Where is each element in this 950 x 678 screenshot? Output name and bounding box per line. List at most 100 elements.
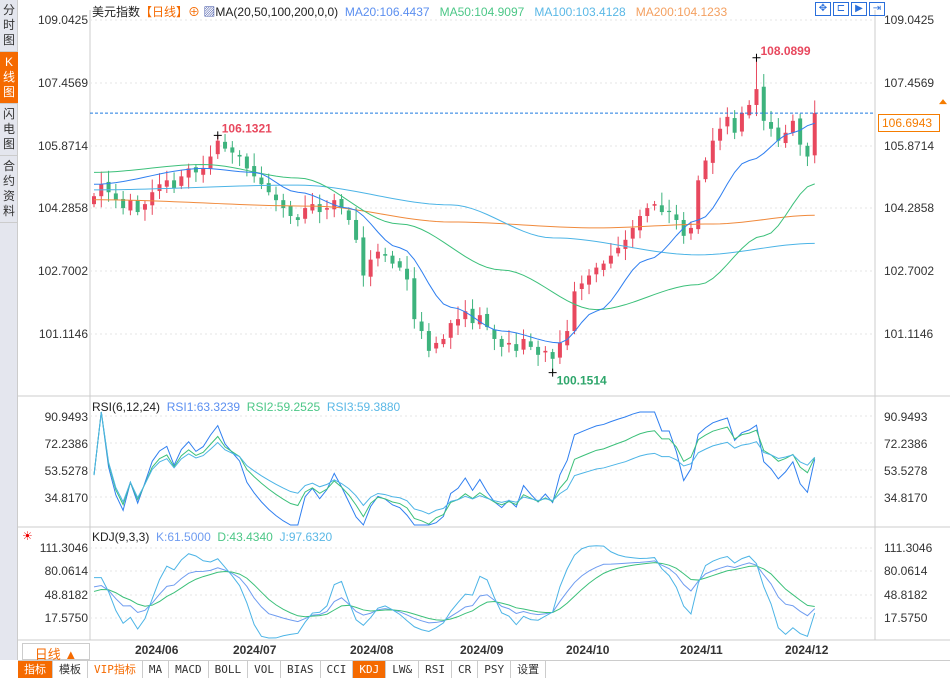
candle-up (506, 342, 511, 345)
price-label-right: 109.0425 (884, 13, 935, 27)
rsi-axis-label: 53.5278 (44, 464, 88, 478)
candle-down (361, 237, 366, 276)
price-alert-icon (939, 99, 947, 105)
candle-down (769, 122, 774, 129)
candle-up (652, 204, 657, 206)
candle-down (346, 210, 351, 220)
candle-up (812, 113, 817, 156)
rsi3-line (93, 411, 816, 515)
candle-down (667, 210, 672, 213)
rsi1-value: RSI1:63.3239 (166, 400, 241, 414)
tab-settings[interactable]: 设置 (511, 661, 547, 678)
price-label: 105.8714 (37, 139, 88, 153)
tab-contract-info[interactable]: 合约资料 (0, 156, 18, 223)
candle-down (659, 205, 664, 213)
candle-up (456, 319, 460, 326)
end-icon[interactable]: ⇥ (869, 2, 885, 16)
candle-up (128, 200, 133, 211)
price-label-right: 105.8714 (884, 139, 935, 153)
candle-down (761, 86, 766, 121)
candle-up (587, 275, 592, 285)
crosshair-icon[interactable]: ✥ (815, 2, 831, 16)
tab-macd[interactable]: MACD (169, 661, 209, 678)
tab-flash[interactable]: 闪电图 (0, 104, 18, 156)
chart-header: 美元指数【日线】⊕ ▨MA(20,50,100,200,0,0) MA20:10… (92, 3, 727, 20)
period-label[interactable]: 【日线】 (140, 5, 189, 19)
candle-up (441, 338, 446, 345)
candle-up (783, 132, 788, 144)
candle-down (172, 180, 177, 189)
kdj-axis-label: 48.8182 (44, 588, 88, 602)
tab-rsi[interactable]: RSI (419, 661, 452, 678)
kdj-j-value: J:97.6320 (279, 530, 333, 544)
candle-down (550, 352, 555, 359)
step-icon[interactable]: ▶ (851, 2, 867, 16)
candle-down (805, 145, 810, 157)
tab-indicators[interactable]: 指标 (18, 661, 53, 678)
tab-cci[interactable]: CCI (321, 661, 354, 678)
tab-boll[interactable]: BOLL (209, 661, 249, 678)
kdj-k-line (93, 560, 816, 624)
indicator-toolbar: 指标 模板 VIP指标 MA MACD BOLL VOL BIAS CCI KD… (18, 660, 950, 678)
candle-up (150, 192, 155, 206)
tab-cr[interactable]: CR (452, 661, 479, 678)
candle-down (674, 214, 679, 220)
extreme-marker (548, 368, 557, 377)
current-price-tag: 106.6943 (878, 114, 940, 132)
settings-icon[interactable]: ⊕ (188, 5, 201, 19)
tab-bias[interactable]: BIAS (281, 661, 321, 678)
candle-up (638, 216, 642, 231)
tab-vip-indicators[interactable]: VIP指标 (88, 661, 143, 678)
candle-up (434, 342, 439, 349)
rsi-axis-label-right: 72.2386 (884, 437, 928, 451)
tab-vol[interactable]: VOL (248, 661, 281, 678)
extreme-marker (213, 131, 222, 140)
chart-tools: ✥ ⊏ ▶ ⇥ (815, 2, 885, 16)
rsi-axis-label-right: 34.8170 (884, 491, 928, 505)
candle-up (623, 239, 628, 249)
kdj-axis-label: 17.5750 (44, 611, 88, 625)
tab-lw[interactable]: LW& (386, 661, 420, 678)
candle-up (463, 311, 468, 320)
tab-ma[interactable]: MA (143, 661, 170, 678)
price-label-right: 101.1146 (884, 327, 934, 341)
kdj-j-line (93, 545, 816, 639)
date-label: 2024/08 (350, 643, 394, 657)
period-selector[interactable]: 日线 ▲ (22, 643, 90, 662)
price-label: 101.1146 (38, 327, 88, 341)
candle-up (375, 251, 380, 259)
candle-down (121, 198, 126, 209)
rsi-axis-label: 72.2386 (44, 437, 88, 451)
tab-templates[interactable]: 模板 (53, 661, 88, 678)
candle-up (157, 184, 162, 192)
candle-down (390, 255, 395, 264)
ma-chart-icon[interactable]: ▨ (203, 5, 216, 19)
price-label: 109.0425 (37, 13, 88, 27)
candle-down (383, 254, 388, 256)
ma200-value: MA200:104.1233 (635, 5, 728, 19)
candle-down (732, 118, 737, 133)
kdj-d-value: D:43.4340 (217, 530, 273, 544)
candle-down (485, 313, 490, 328)
candle-down (419, 321, 424, 332)
date-label: 2024/09 (460, 643, 504, 657)
extreme-marker (752, 53, 761, 62)
ma100-line (93, 184, 815, 256)
tab-kdj[interactable]: KDJ (353, 661, 387, 678)
candle-up (208, 156, 213, 169)
candle-up (703, 160, 708, 180)
tab-timeshare[interactable]: 分时图 (0, 0, 18, 52)
tab-psy[interactable]: PSY (478, 661, 512, 678)
candle-down (274, 194, 278, 201)
kline-chart[interactable]: 106.1321 108.0899 100.1514 (0, 0, 950, 660)
indicator-alert-icon[interactable]: ☀ (22, 529, 33, 543)
kdj-axis-label-right: 111.3046 (884, 541, 933, 555)
candle-down (412, 278, 417, 320)
kdj-header: KDJ(9,3,3) K:61.5000 D:43.4340 J:97.6320 (92, 530, 332, 544)
candle-down (193, 167, 198, 173)
candle-down (244, 156, 249, 169)
zoom-range-icon[interactable]: ⊏ (833, 2, 849, 16)
candle-up (164, 180, 169, 187)
